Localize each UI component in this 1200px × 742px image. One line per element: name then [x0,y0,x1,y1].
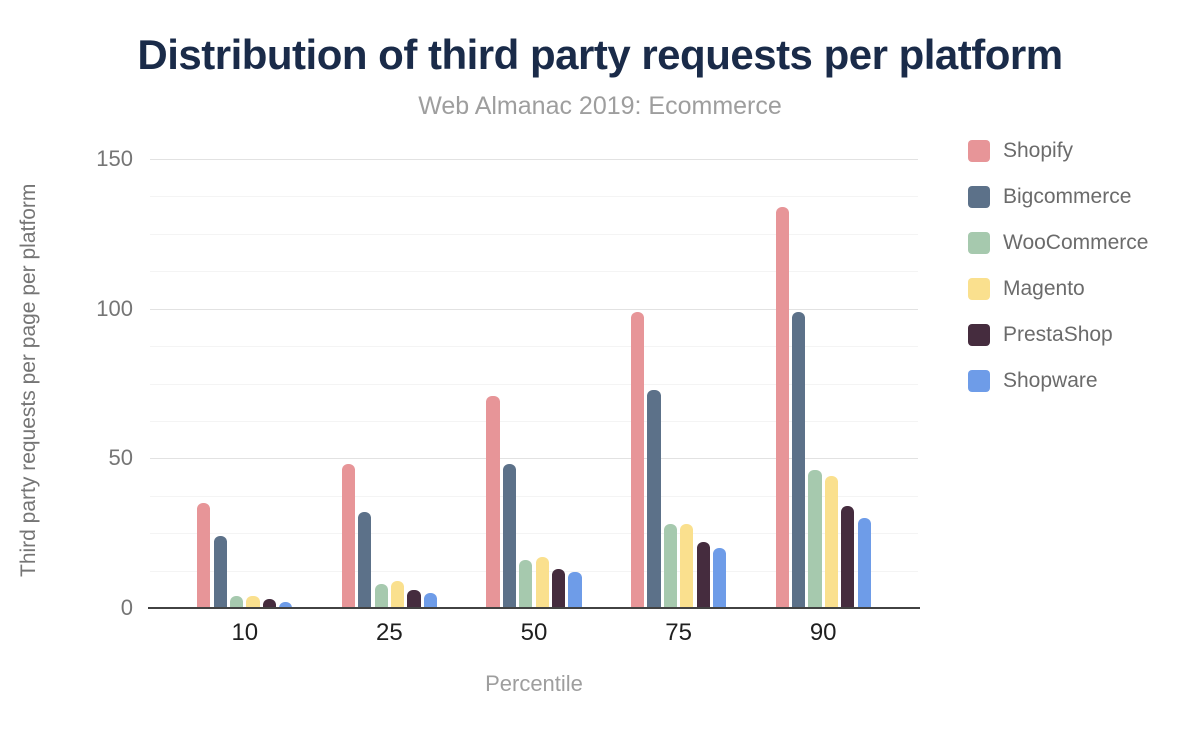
legend-item-shopify[interactable]: Shopify [968,139,1073,163]
bar-magento-p10[interactable] [246,596,260,608]
gridline-major [150,159,918,160]
bar-bigcommerce-p50[interactable] [502,464,517,608]
bar-shopware-p75[interactable] [712,548,727,608]
bar-bigcommerce-p25[interactable] [358,512,372,608]
legend-swatch-bigcommerce [968,186,990,208]
legend-label-bigcommerce: Bigcommerce [1003,185,1132,208]
bar-prestashop-p50[interactable] [551,569,566,608]
legend-label-woocommerce: WooCommerce [1003,231,1149,254]
bar-shopware-p10[interactable] [279,602,293,608]
bar-prestashop-p25[interactable] [407,590,421,608]
bar-shopware-p90[interactable] [857,518,871,608]
legend-item-prestashop[interactable]: PrestaShop [968,323,1113,347]
bar-magento-p75[interactable] [680,524,694,608]
legend-swatch-shopware [968,370,990,392]
y-tick-label-150: 150 [96,146,133,171]
y-tick-label-100: 100 [96,295,133,321]
gridline-minor [150,234,918,235]
chart-subtitle: Web Almanac 2019: Ecommerce [418,92,782,120]
bar-magento-p90[interactable] [824,476,839,608]
y-tick-label-0: 0 [120,595,133,620]
legend-label-shopware: Shopware [1003,369,1098,392]
legend-label-prestashop: PrestaShop [1003,323,1113,346]
bar-prestashop-p10[interactable] [262,599,277,608]
bar-shopify-p25[interactable] [341,464,356,608]
gridline-minor [150,496,918,497]
bar-woocommerce-p75[interactable] [663,524,678,608]
bar-shopify-p90[interactable] [775,206,789,608]
bar-woocommerce-p25[interactable] [374,584,388,608]
x-tick-label-75: 75 [665,619,692,646]
x-tick-label-50: 50 [520,619,548,646]
chart-title: Distribution of third party requests per… [137,31,1063,78]
legend-swatch-prestashop [968,324,990,346]
gridline-minor [150,571,918,572]
x-tick-label-25: 25 [376,619,403,646]
legend-swatch-shopify [968,140,990,162]
bar-bigcommerce-p10[interactable] [213,536,227,608]
legend-label-shopify: Shopify [1003,139,1074,162]
legend-item-shopware[interactable]: Shopware [968,369,1098,393]
gridline-minor [150,533,918,534]
x-axis-line [148,607,920,609]
x-tick-label-10: 10 [231,619,259,646]
legend-swatch-woocommerce [968,232,990,254]
bar-bigcommerce-p75[interactable] [647,389,661,608]
legend-item-bigcommerce[interactable]: Bigcommerce [968,185,1131,209]
gridline-minor [150,346,918,347]
gridline-minor [150,421,918,422]
bar-woocommerce-p90[interactable] [808,470,822,608]
bar-shopware-p25[interactable] [423,593,438,608]
bar-shopify-p75[interactable] [630,311,645,608]
gridline-major [150,458,918,459]
legend-item-magento[interactable]: Magento [968,277,1085,301]
bar-prestashop-p75[interactable] [696,542,710,608]
bar-bigcommerce-p90[interactable] [791,311,806,608]
gridline-minor [150,196,918,197]
legend-swatch-magento [968,278,990,300]
gridline-major [150,309,918,310]
x-axis-title: Percentile [485,671,583,696]
gridline-minor [150,271,918,272]
y-tick-label-50: 50 [108,445,133,471]
legend-label-magento: Magento [1003,277,1085,300]
legend-item-woocommerce[interactable]: WooCommerce [968,231,1148,255]
bar-magento-p50[interactable] [535,557,549,608]
bar-shopify-p50[interactable] [486,395,500,608]
bar-prestashop-p90[interactable] [841,506,855,608]
bar-woocommerce-p50[interactable] [519,560,533,608]
bar-woocommerce-p10[interactable] [229,596,244,608]
x-tick-label-90: 90 [809,619,837,646]
bar-magento-p25[interactable] [390,581,405,608]
bar-shopify-p10[interactable] [197,503,211,608]
gridline-minor [150,384,918,385]
bar-shopware-p50[interactable] [568,572,582,608]
